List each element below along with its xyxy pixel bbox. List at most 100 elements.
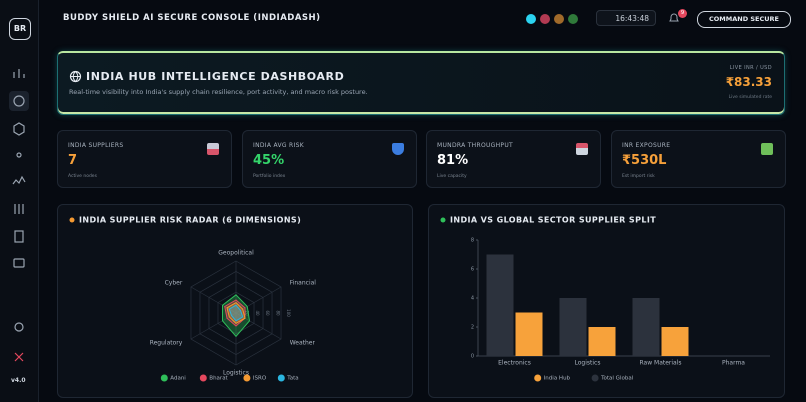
legend-marker bbox=[534, 374, 542, 382]
card-label: MUNDRA THROUGHPUT bbox=[437, 142, 514, 149]
command-button[interactable]: COMMAND SECURE bbox=[697, 11, 791, 28]
y-tick-label: 6 bbox=[471, 267, 474, 273]
sidebar bbox=[0, 0, 39, 402]
sidebar-icons bbox=[9, 69, 29, 362]
hero-panel bbox=[57, 51, 785, 115]
radar-area bbox=[228, 304, 244, 322]
nav-gear[interactable] bbox=[14, 322, 24, 332]
nav-active-bg bbox=[9, 91, 29, 111]
bar bbox=[632, 298, 660, 356]
axis-label: Weather bbox=[290, 340, 316, 347]
hero-title: INDIA HUB INTELLIGENCE DASHBOARD bbox=[86, 70, 345, 83]
rate-value: ₹83.33 bbox=[725, 75, 772, 89]
card-value: 7 bbox=[68, 153, 78, 168]
kpi-card: INDIA SUPPLIERS 7 Active nodes bbox=[57, 130, 232, 188]
bar bbox=[661, 327, 689, 356]
nav-chat[interactable] bbox=[13, 258, 25, 268]
card-label: INDIA SUPPLIERS bbox=[68, 142, 124, 149]
bar bbox=[588, 327, 616, 356]
nav-analytics[interactable] bbox=[13, 69, 25, 78]
hero-subtitle: Real-time visibility into India's supply… bbox=[69, 88, 368, 96]
dot bbox=[540, 14, 550, 24]
y-tick-label: 4 bbox=[471, 296, 474, 302]
axis-label: Regulatory bbox=[150, 340, 183, 347]
legend-label: ISRO bbox=[253, 376, 267, 382]
legend-marker bbox=[243, 374, 251, 382]
dot bbox=[554, 14, 564, 24]
shield-icon bbox=[392, 143, 404, 155]
nav-globe[interactable] bbox=[13, 95, 25, 107]
version: v4.0 bbox=[11, 377, 26, 384]
dot bbox=[568, 14, 578, 24]
bell-icon[interactable] bbox=[668, 12, 680, 24]
r-tick-label: 60 bbox=[265, 310, 270, 316]
nav-close[interactable] bbox=[14, 352, 24, 362]
axis-label: Logistics bbox=[223, 370, 249, 377]
x-tick-label: Raw Materials bbox=[639, 360, 681, 367]
legend-marker bbox=[199, 374, 207, 382]
status-dots bbox=[526, 14, 578, 24]
legend-marker bbox=[160, 374, 168, 382]
card-value: ₹530L bbox=[622, 153, 667, 168]
card-note: Live capacity bbox=[437, 174, 467, 179]
nav-doc[interactable] bbox=[14, 230, 24, 243]
rate-note: Live simulated rate bbox=[728, 95, 772, 100]
r-tick-label: 20 bbox=[244, 310, 249, 316]
logo: BR bbox=[9, 18, 31, 40]
notification-badge: 9 bbox=[678, 9, 687, 18]
card-note: Active nodes bbox=[68, 174, 97, 179]
radar-spoke bbox=[235, 312, 282, 340]
chart-icon bbox=[761, 143, 773, 155]
factory-icon bbox=[207, 143, 219, 155]
radar-spoke bbox=[190, 286, 237, 314]
rate-label: LIVE INR / USD bbox=[729, 65, 772, 71]
r-tick-label: 100 bbox=[286, 309, 291, 317]
title-dot bbox=[69, 217, 75, 223]
card-note: Portfolio index bbox=[253, 174, 286, 179]
bar bbox=[559, 298, 587, 356]
globe-icon bbox=[69, 70, 82, 83]
legend-marker bbox=[277, 374, 285, 382]
legend-label: India Hub bbox=[544, 376, 571, 382]
axis-label: Cyber bbox=[165, 280, 183, 287]
radar-spoke bbox=[235, 286, 282, 314]
axis-label: Financial bbox=[290, 280, 317, 287]
kpi-card: MUNDRA THROUGHPUT 81% Live capacity bbox=[426, 130, 601, 188]
kpi-card: INR EXPOSURE ₹530L Est import risk bbox=[611, 130, 786, 188]
axis-label: Geopolitical bbox=[218, 250, 254, 257]
x-tick-label: Electronics bbox=[498, 360, 531, 367]
dot bbox=[526, 14, 536, 24]
legend-label: Tata bbox=[286, 376, 298, 382]
card-value: 45% bbox=[253, 153, 285, 168]
kpi-card: INDIA AVG RISK 45% Portfolio index bbox=[242, 130, 417, 188]
x-tick-label: Logistics bbox=[575, 360, 601, 367]
y-tick-label: 2 bbox=[471, 325, 474, 331]
nav-pulse[interactable] bbox=[12, 175, 26, 185]
clock: 16:43:48 bbox=[596, 10, 656, 26]
legend-label: Total Global bbox=[600, 376, 634, 382]
x-tick-label: Pharma bbox=[722, 360, 745, 367]
radar-spoke bbox=[190, 312, 237, 340]
ship-icon bbox=[576, 143, 588, 155]
y-tick-label: 8 bbox=[471, 238, 474, 244]
bar bbox=[515, 312, 543, 356]
title-dot bbox=[440, 217, 446, 223]
nav-settings-sliders[interactable] bbox=[14, 204, 24, 214]
r-tick-label: 40 bbox=[255, 310, 260, 316]
card-label: INDIA AVG RISK bbox=[253, 142, 304, 149]
chart-title: INDIA SUPPLIER RISK RADAR (6 DIMENSIONS) bbox=[79, 216, 301, 225]
card-label: INR EXPOSURE bbox=[622, 142, 671, 149]
bar bbox=[486, 254, 514, 356]
card-value: 81% bbox=[437, 153, 469, 168]
nav-signal[interactable] bbox=[16, 152, 22, 158]
r-tick-label: 80 bbox=[276, 310, 281, 316]
card-note: Est import risk bbox=[622, 174, 655, 179]
legend-label: Bharat bbox=[209, 376, 228, 382]
nav-box[interactable] bbox=[13, 122, 25, 136]
legend-marker bbox=[591, 374, 599, 382]
legend-label: Adani bbox=[170, 376, 186, 382]
y-tick-label: 0 bbox=[471, 354, 474, 360]
app-title: BUDDY SHIELD AI SECURE CONSOLE (INDIADAS… bbox=[63, 13, 321, 23]
